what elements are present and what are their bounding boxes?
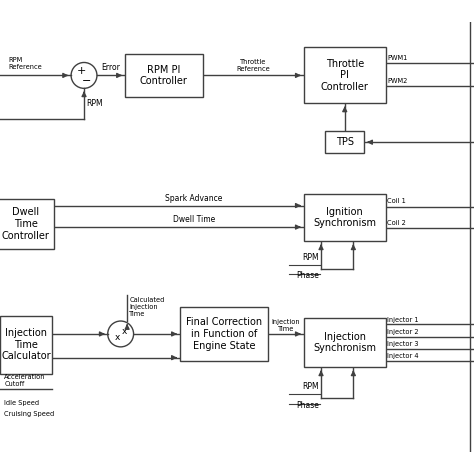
Text: Idle Speed: Idle Speed bbox=[4, 400, 39, 406]
Text: −: − bbox=[82, 75, 91, 86]
Text: Final Correction
in Function of
Engine State: Final Correction in Function of Engine S… bbox=[186, 318, 262, 351]
Text: Dwell Time: Dwell Time bbox=[173, 215, 215, 224]
Text: PWM2: PWM2 bbox=[388, 78, 408, 83]
Text: Dwell
Time
Controller: Dwell Time Controller bbox=[2, 208, 50, 241]
FancyBboxPatch shape bbox=[125, 54, 202, 97]
Text: Injector 2: Injector 2 bbox=[387, 329, 419, 335]
Text: Phase: Phase bbox=[296, 401, 319, 410]
Text: TPS: TPS bbox=[336, 137, 354, 147]
Text: Injection
Time
Calculator: Injection Time Calculator bbox=[1, 328, 51, 361]
Text: Ignition
Synchronism: Ignition Synchronism bbox=[313, 207, 376, 228]
Text: Injection
Time: Injection Time bbox=[272, 319, 301, 332]
Text: Injection
Synchronism: Injection Synchronism bbox=[313, 332, 376, 354]
Text: Coil 2: Coil 2 bbox=[387, 220, 406, 226]
Text: +: + bbox=[77, 66, 87, 76]
FancyBboxPatch shape bbox=[304, 194, 386, 241]
FancyBboxPatch shape bbox=[304, 47, 386, 103]
Text: Throttle
PI
Controller: Throttle PI Controller bbox=[321, 59, 369, 92]
Text: Cruising Speed: Cruising Speed bbox=[4, 411, 55, 417]
Text: Injector 3: Injector 3 bbox=[387, 341, 419, 347]
Text: RPM: RPM bbox=[302, 382, 319, 391]
FancyBboxPatch shape bbox=[0, 199, 54, 249]
Text: Injector 1: Injector 1 bbox=[387, 317, 419, 323]
Text: Acceleration
Cutoff: Acceleration Cutoff bbox=[4, 374, 46, 387]
Text: x: x bbox=[115, 333, 120, 342]
FancyBboxPatch shape bbox=[0, 316, 52, 374]
FancyBboxPatch shape bbox=[325, 131, 364, 153]
Text: Injector 4: Injector 4 bbox=[387, 353, 419, 359]
FancyBboxPatch shape bbox=[180, 307, 268, 361]
Text: RPM PI
Controller: RPM PI Controller bbox=[140, 64, 188, 86]
Text: RPM: RPM bbox=[86, 99, 103, 108]
Text: Error: Error bbox=[101, 63, 120, 72]
Text: Phase: Phase bbox=[296, 272, 319, 281]
Text: Coil 1: Coil 1 bbox=[387, 198, 406, 204]
Text: Throttle
Reference: Throttle Reference bbox=[236, 59, 270, 73]
Text: x: x bbox=[121, 327, 127, 336]
Text: Spark Advance: Spark Advance bbox=[165, 193, 223, 202]
Text: RPM
Reference: RPM Reference bbox=[9, 57, 42, 70]
FancyBboxPatch shape bbox=[304, 318, 386, 367]
Text: RPM: RPM bbox=[302, 253, 319, 262]
Text: PWM1: PWM1 bbox=[388, 55, 408, 61]
Text: Calculated
Injection
Time: Calculated Injection Time bbox=[129, 297, 164, 317]
